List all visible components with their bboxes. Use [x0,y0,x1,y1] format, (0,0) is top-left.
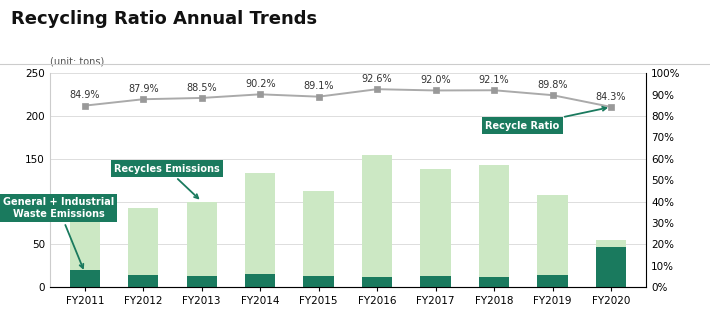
Bar [128,275,158,287]
Bar [128,208,158,287]
Text: 92.6%: 92.6% [362,74,393,84]
Text: 89.8%: 89.8% [537,80,568,90]
Text: 84.9%: 84.9% [70,90,100,100]
Text: 92.1%: 92.1% [479,75,509,85]
Bar [245,274,275,287]
Bar [303,191,334,287]
Text: 89.1%: 89.1% [303,81,334,91]
Bar [70,210,100,287]
Bar [479,277,509,287]
Bar [596,240,626,287]
Text: (unit: tons): (unit: tons) [50,56,104,67]
Text: Recycle Ratio: Recycle Ratio [486,107,606,131]
Text: 88.5%: 88.5% [187,83,217,93]
Bar [187,276,217,287]
Bar [537,195,568,287]
Bar [70,270,100,287]
Text: #1a7a5e: #1a7a5e [84,276,148,290]
Text: 84.3%: 84.3% [596,92,626,101]
Bar [362,277,393,287]
Text: General + Industrial
Waste Emissions: General + Industrial Waste Emissions [3,197,114,268]
Bar [537,275,568,287]
Bar [596,247,626,287]
Bar [187,202,217,287]
Text: 92.0%: 92.0% [420,75,451,85]
Bar [362,155,393,287]
Text: 87.9%: 87.9% [128,84,158,94]
Bar [420,276,451,287]
Text: Recycling Ratio Annual Trends: Recycling Ratio Annual Trends [11,10,317,27]
Bar [245,174,275,287]
Bar [479,165,509,287]
Text: Recycles Emissions: Recycles Emissions [114,164,220,198]
Text: 90.2%: 90.2% [245,79,275,89]
Bar [420,169,451,287]
Bar [303,276,334,287]
